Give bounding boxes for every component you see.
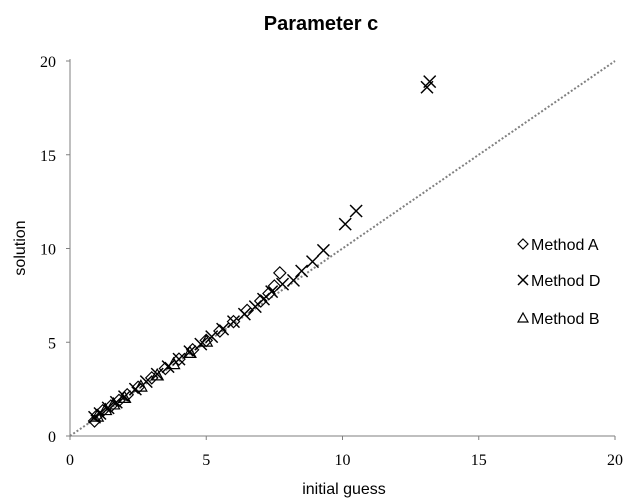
method-a-point — [213, 324, 227, 338]
method-d-point — [150, 367, 164, 381]
method-b-point — [133, 379, 148, 392]
method-a-point — [272, 266, 287, 280]
y-tick-label: 20 — [40, 54, 56, 71]
x-axis-label: initial guess — [302, 481, 386, 498]
method-d-point — [205, 330, 219, 344]
method-d-point — [316, 243, 330, 257]
method-a-point — [87, 414, 102, 428]
method-b-point — [199, 334, 214, 347]
method-d-point — [349, 204, 363, 218]
x-tick-label: 0 — [66, 452, 74, 469]
method-b-point — [90, 409, 105, 422]
method-d-point — [172, 352, 186, 366]
x-tick-label: 5 — [202, 452, 210, 469]
legend: Method A Method D Method B — [516, 237, 600, 328]
method-d-point — [338, 217, 352, 231]
method-d-point — [139, 375, 153, 389]
x-axis-ticks: 0 5 10 15 20 — [66, 436, 623, 469]
method-b-point — [166, 356, 181, 370]
x-tick-label: 10 — [335, 452, 351, 469]
legend-label-method-b: Method B — [531, 311, 599, 328]
y-tick-label: 10 — [40, 242, 56, 259]
method-d-point — [237, 307, 251, 321]
method-d-point — [183, 345, 197, 359]
method-d-point — [295, 264, 309, 278]
legend-label-method-a: Method A — [531, 237, 599, 254]
method-d-point — [216, 322, 230, 336]
method-d-point — [117, 390, 132, 404]
legend-label-method-d: Method D — [531, 273, 600, 290]
method-a-point — [226, 314, 241, 329]
method-d-point — [276, 277, 290, 291]
plot-area: 0 5 10 15 20 0 5 10 15 20 — [40, 54, 623, 469]
y-tick-label: 5 — [48, 335, 56, 352]
method-a-point — [172, 352, 186, 366]
y-axis-ticks: 0 5 10 15 20 — [40, 54, 70, 446]
chart-title: Parameter c — [264, 13, 379, 35]
legend-marker-method-a — [517, 238, 529, 250]
method-b-point — [117, 390, 132, 403]
method-b-point — [150, 367, 165, 381]
legend-marker-method-b — [516, 311, 530, 323]
method-d-point — [305, 255, 320, 269]
method-d-point — [286, 273, 300, 287]
x-tick-label: 15 — [471, 452, 487, 469]
x-tick-label: 20 — [607, 452, 623, 469]
method-a-point — [262, 286, 276, 301]
method-a-point — [253, 294, 268, 308]
legend-marker-method-d — [517, 274, 529, 286]
method-d-point — [265, 285, 279, 299]
method-b-point — [182, 345, 197, 358]
data-points — [87, 75, 437, 428]
method-d-point — [226, 315, 241, 329]
method-a-point — [267, 279, 282, 293]
y-tick-label: 15 — [40, 148, 56, 165]
y-tick-label: 0 — [48, 429, 56, 446]
method-b-point — [106, 396, 121, 410]
y-axis-label: solution — [12, 220, 29, 275]
method-d-point — [423, 75, 437, 89]
